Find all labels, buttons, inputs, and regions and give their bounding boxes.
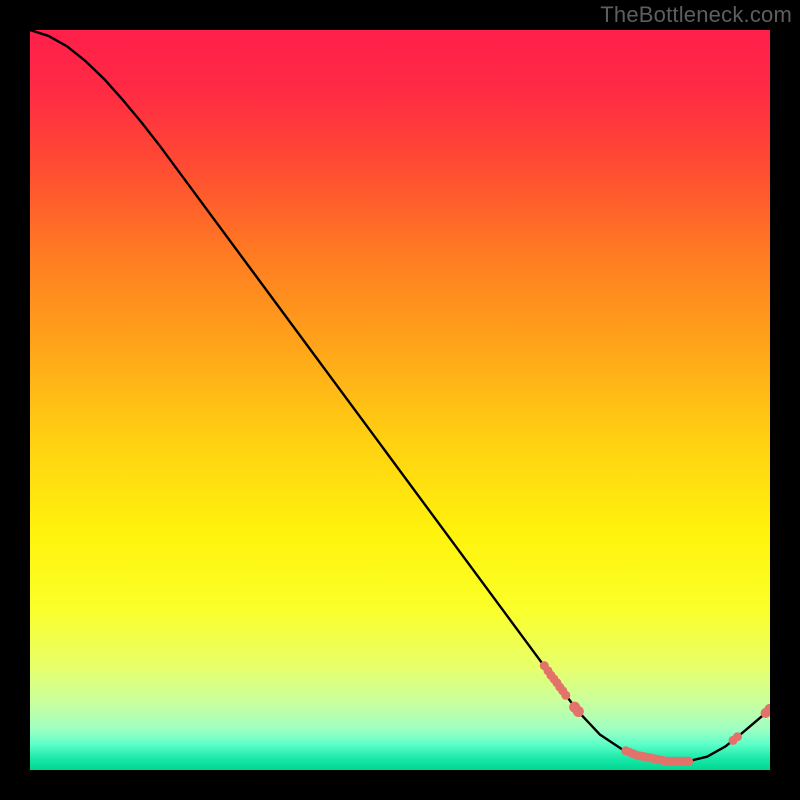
chart-frame: TheBottleneck.com (0, 0, 800, 800)
data-marker (573, 706, 584, 717)
bottleneck-chart (30, 30, 770, 770)
data-marker (733, 732, 742, 741)
data-marker (684, 757, 693, 766)
watermark-text: TheBottleneck.com (600, 2, 792, 28)
chart-svg (30, 30, 770, 770)
data-marker (561, 691, 570, 700)
gradient-background (30, 30, 770, 770)
